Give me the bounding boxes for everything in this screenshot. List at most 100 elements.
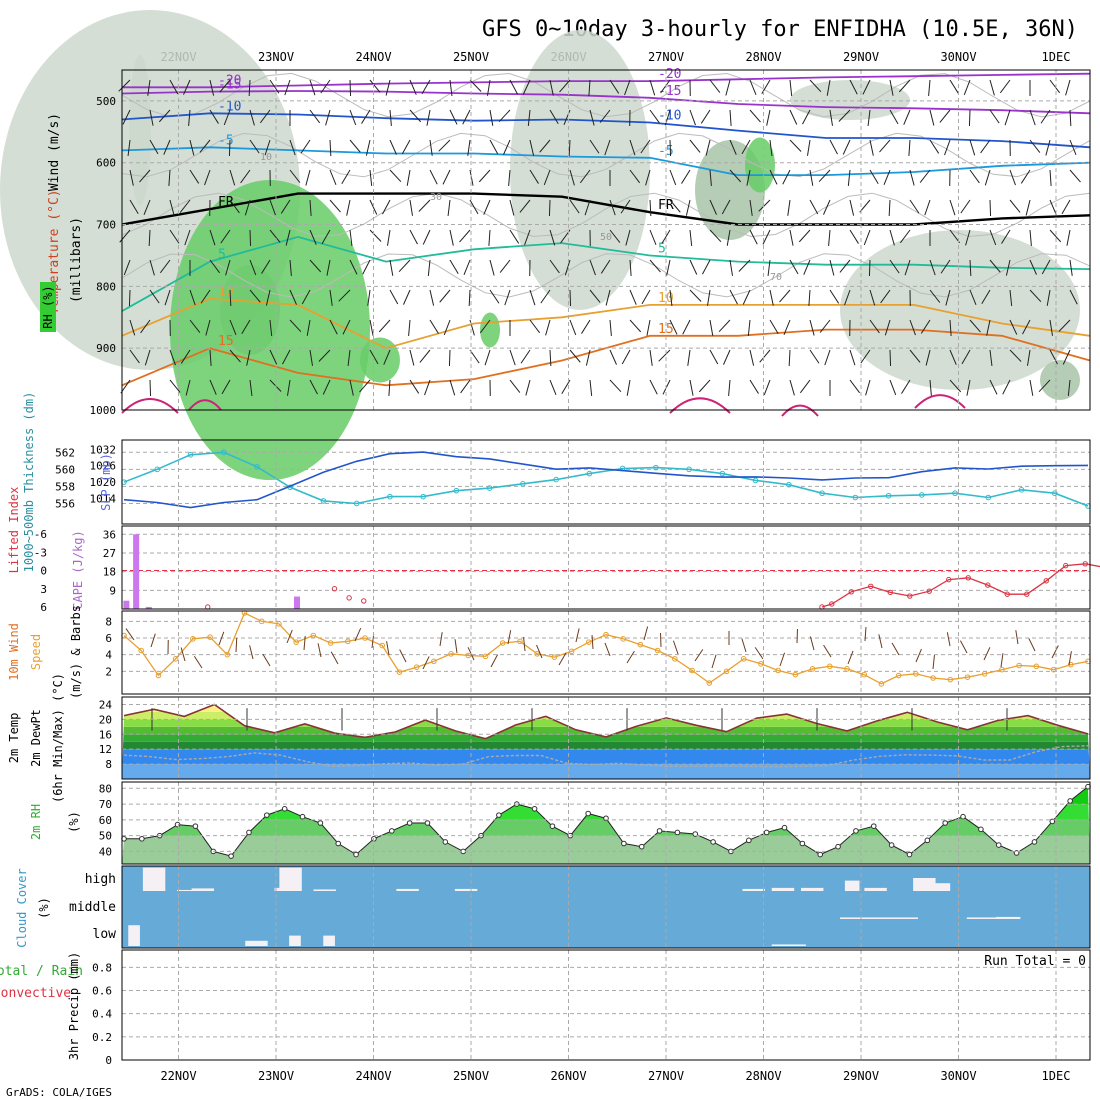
rh-contour-line	[121, 192, 1091, 238]
wind-barb	[621, 349, 631, 365]
wind-barb	[429, 139, 433, 156]
wind-speed-marker	[947, 676, 954, 683]
wind-speed-marker	[327, 640, 334, 646]
p5-ylabel-c: (6hr Min/Max) (°C)	[51, 673, 65, 803]
wind-speed-marker	[620, 636, 627, 642]
wind-barb	[589, 259, 596, 276]
date-label-bottom: 29NOV	[843, 1069, 879, 1083]
wind-barb	[369, 169, 373, 186]
date-label-bottom: 28NOV	[745, 1069, 781, 1083]
wind-barb	[729, 169, 742, 183]
wind-barb-10m	[193, 655, 203, 669]
wind-barb	[629, 259, 632, 276]
wind-speed-marker	[999, 666, 1005, 673]
lifted-index-marker	[331, 586, 338, 592]
cloud-level-label: high	[85, 872, 116, 887]
wind-barb	[863, 229, 871, 246]
lifted-index-marker	[1063, 562, 1069, 569]
wind-barb	[329, 199, 341, 213]
cloud-bar-low	[245, 940, 268, 946]
wind-barb	[264, 139, 271, 156]
wind-barb	[729, 109, 732, 126]
rh-marker	[870, 823, 877, 829]
wind-barb	[669, 199, 681, 213]
wind-barb	[929, 139, 940, 154]
wind-barb	[265, 289, 271, 306]
wind-barb	[426, 109, 431, 126]
wind-barb	[569, 289, 572, 307]
wind-barb	[468, 289, 471, 307]
thickness-marker	[885, 492, 892, 499]
wind-barb	[129, 169, 134, 186]
wind-barb	[579, 169, 591, 184]
wind-barb	[229, 289, 232, 307]
rh-marker	[228, 853, 234, 859]
wind-barb	[185, 379, 191, 396]
wind-barb	[543, 169, 551, 186]
wind-barb	[422, 229, 431, 245]
p6-ylabel-a: 2m RH	[29, 804, 43, 840]
temp-color-band	[122, 764, 1090, 779]
wind-barb-10m	[507, 630, 512, 645]
p3-ytick-li: 3	[40, 583, 47, 596]
wind-barb	[443, 319, 451, 336]
lifted-index-marker	[361, 598, 367, 604]
wind-barb	[849, 199, 855, 216]
p1-ytick-label: 700	[96, 219, 116, 232]
temp-line	[123, 703, 1089, 740]
wind-barb	[249, 139, 260, 154]
rh-marker	[281, 806, 288, 812]
rh-marker	[978, 826, 984, 833]
wind-barb	[369, 319, 374, 336]
wind-barb-10m	[150, 633, 156, 648]
wind-barb-10m	[847, 650, 854, 665]
wind-barb	[649, 349, 653, 366]
wind-barb	[969, 289, 977, 306]
wind-speed-marker	[861, 671, 868, 678]
rh-marker	[335, 840, 342, 847]
wind-barb	[321, 229, 331, 245]
wind-barb	[829, 289, 840, 304]
wind-barb	[169, 199, 175, 216]
rh-marker	[621, 840, 627, 847]
wind-barb	[749, 199, 753, 216]
wind-barb	[849, 79, 858, 95]
wind-barb	[188, 109, 191, 126]
wind-barb	[309, 199, 312, 216]
wind-barb	[989, 379, 998, 395]
wind-barb	[749, 79, 757, 96]
wind-barb	[549, 259, 560, 274]
p5-ytick: 8	[105, 758, 112, 771]
wind-barb	[569, 349, 581, 363]
wind-barb	[467, 139, 471, 156]
cape-bar	[123, 600, 130, 609]
wind-barb-10m	[125, 628, 135, 641]
wind-barb	[742, 289, 751, 305]
wind-barb	[269, 199, 276, 216]
wind-barb	[763, 379, 771, 396]
wind-barb	[149, 139, 159, 155]
wind-barb	[669, 289, 673, 306]
thickness-marker	[686, 466, 692, 473]
lifted-index-marker	[1024, 591, 1030, 597]
wind-barb	[649, 79, 656, 96]
thickness-marker	[154, 466, 161, 473]
wind-speed-marker	[413, 664, 420, 670]
wind-barb	[246, 349, 251, 366]
wind-barb	[509, 349, 516, 366]
p5-ytick: 16	[99, 728, 112, 741]
wind-barb	[986, 319, 991, 336]
wind-barb	[1009, 349, 1022, 362]
credit-text: GrADS: COLA/IGES	[6, 1086, 112, 1099]
rh-marker	[817, 851, 824, 858]
wind-barb	[961, 349, 971, 365]
wind-barb	[989, 259, 1001, 273]
wind-barb	[762, 229, 771, 245]
wind-barb	[329, 319, 338, 335]
wind-barb	[569, 169, 575, 186]
wind-barb-10m	[823, 644, 832, 658]
p6-ylabel-b: (%)	[67, 811, 81, 833]
cloud-bar-middle	[840, 917, 918, 919]
wind-speed-marker	[654, 647, 661, 654]
wind-barb	[862, 79, 871, 95]
